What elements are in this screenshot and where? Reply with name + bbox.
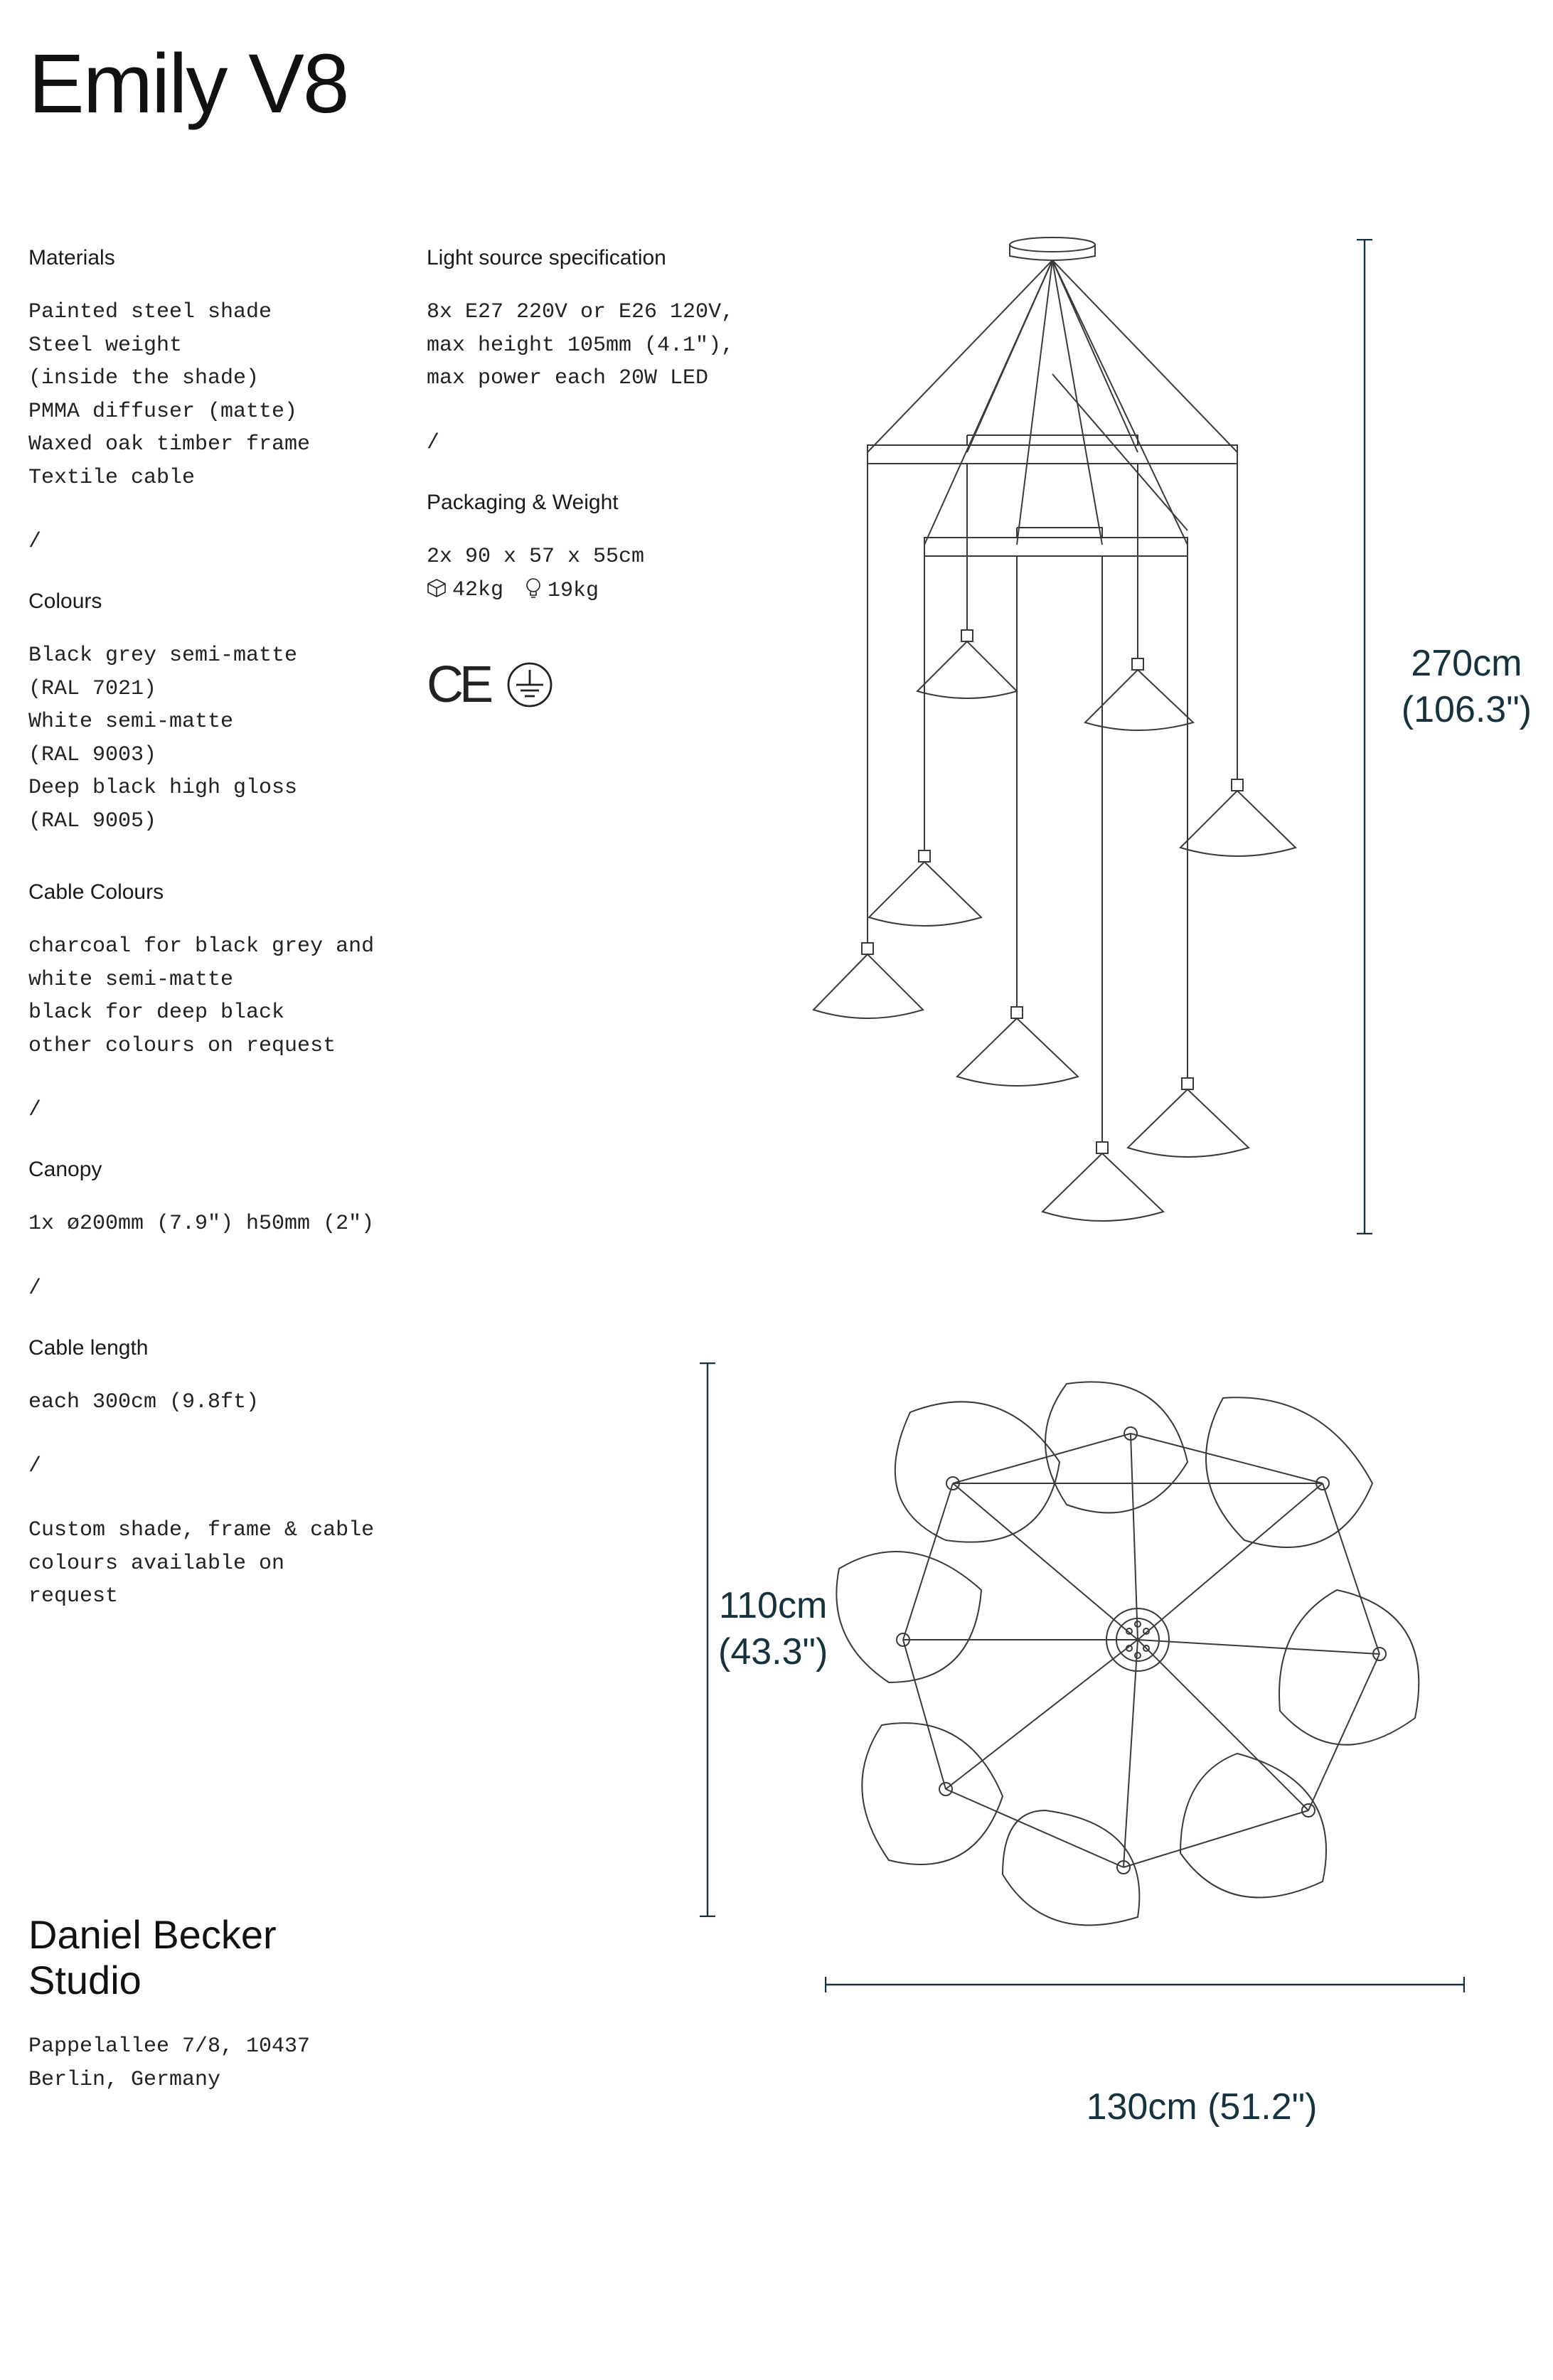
- dimension-depth: 110cm (43.3"): [718, 1583, 828, 1675]
- dim-depth-cm: 110cm: [719, 1585, 827, 1626]
- dimension-height: 270cm (106.3"): [1402, 641, 1532, 733]
- gross-weight-value: 42kg: [452, 578, 503, 602]
- dim-width-in: (51.2"): [1207, 2086, 1317, 2128]
- heading-colours: Colours: [28, 589, 384, 614]
- dim-width-cm: 130cm: [1087, 2086, 1197, 2128]
- page-title: Emily V8: [28, 36, 1525, 132]
- cable-colours-body: charcoal for black grey and white semi-m…: [28, 930, 384, 1062]
- diagram-area: 270cm (106.3"): [782, 246, 1525, 2095]
- custom-note: Custom shade, frame & cable colours avai…: [28, 1514, 384, 1613]
- packaging-weights: 42kg 19kg: [427, 577, 740, 606]
- divider-slash: /: [28, 530, 384, 554]
- colours-body: Black grey semi-matte (RAL 7021) White s…: [28, 639, 384, 838]
- dim-height-cm: 270cm: [1411, 643, 1522, 684]
- column-diagrams: 270cm (106.3"): [782, 246, 1525, 2096]
- studio-name: Daniel Becker Studio: [28, 1912, 384, 2004]
- dim-depth-in: (43.3"): [718, 1631, 828, 1672]
- top-view-diagram: [825, 1355, 1451, 1938]
- content-columns: Materials Painted steel shade Steel weig…: [28, 246, 1525, 2096]
- studio-address: Pappelallee 7/8, 10437 Berlin, Germany: [28, 2030, 384, 2096]
- side-view-diagram: [804, 232, 1429, 1242]
- heading-packaging: Packaging & Weight: [427, 491, 740, 515]
- dimension-width: 130cm (51.2"): [1038, 2084, 1365, 2130]
- dim-line-width: [825, 1974, 1465, 1995]
- divider-slash: /: [28, 1276, 384, 1301]
- packaging-dims: 2x 90 x 57 x 55cm: [427, 540, 740, 574]
- bulb-icon: [525, 577, 542, 606]
- canopy-body: 1x ø200mm (7.9") h50mm (2"): [28, 1207, 384, 1241]
- ground-class-icon: [506, 661, 553, 708]
- dim-height-in: (106.3"): [1402, 689, 1532, 730]
- divider-slash: /: [427, 431, 740, 455]
- ce-mark-icon: CE: [427, 656, 489, 714]
- light-source-body: 8x E27 220V or E26 120V, max height 105m…: [427, 296, 740, 395]
- dim-line-depth: [697, 1362, 718, 1917]
- heading-light-source: Light source specification: [427, 246, 740, 270]
- heading-cable-colours: Cable Colours: [28, 880, 384, 904]
- net-weight-value: 19kg: [548, 579, 599, 603]
- divider-slash: /: [28, 1098, 384, 1122]
- materials-body: Painted steel shade Steel weight (inside…: [28, 296, 384, 494]
- box-icon: [427, 578, 447, 605]
- studio-block: Daniel Becker Studio Pappelallee 7/8, 10…: [28, 1912, 384, 2097]
- column-left: Materials Painted steel shade Steel weig…: [28, 246, 384, 2096]
- column-middle: Light source specification 8x E27 220V o…: [427, 246, 740, 2096]
- heading-materials: Materials: [28, 246, 384, 270]
- heading-canopy: Canopy: [28, 1158, 384, 1182]
- dim-line-height: [1354, 239, 1375, 1234]
- divider-slash: /: [28, 1454, 384, 1478]
- certification-row: CE: [427, 656, 740, 714]
- heading-cable-length: Cable length: [28, 1336, 384, 1360]
- cable-length-body: each 300cm (9.8ft): [28, 1386, 384, 1419]
